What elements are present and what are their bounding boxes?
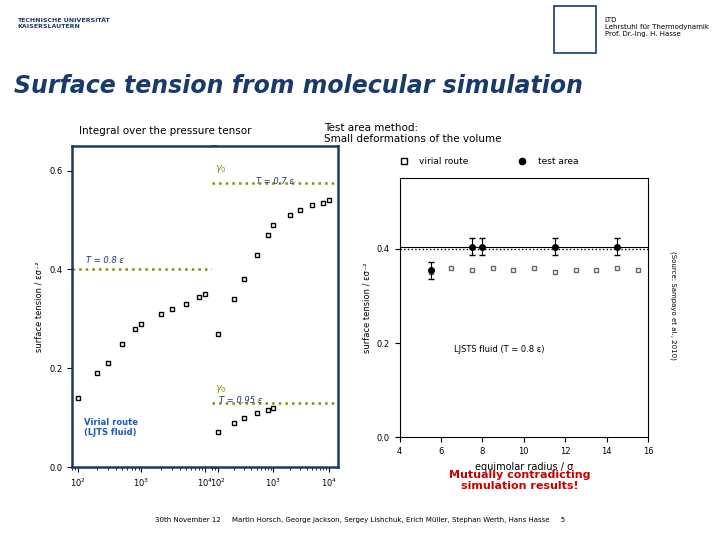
Text: $\gamma_0$: $\gamma_0$ — [215, 164, 227, 176]
Text: $\gamma_0$: $\gamma_0$ — [217, 264, 229, 275]
Text: LJSTS fluid (T = 0.8 ε): LJSTS fluid (T = 0.8 ε) — [454, 345, 545, 354]
Text: T = 0.8 ε: T = 0.8 ε — [86, 256, 125, 265]
Text: Virial route
(LJTS fluid): Virial route (LJTS fluid) — [84, 417, 138, 437]
Text: Test area method:
Small deformations of the volume: Test area method: Small deformations of … — [324, 123, 502, 144]
Text: T = 0.7 ε: T = 0.7 ε — [256, 177, 294, 186]
Text: Integral over the pressure tensor: Integral over the pressure tensor — [79, 126, 252, 136]
Text: T = 0.95 ε: T = 0.95 ε — [219, 396, 262, 405]
Text: 30th November 12     Martin Horsch, George Jackson, Sergey Lishchuk, Erich Mülle: 30th November 12 Martin Horsch, George J… — [155, 517, 565, 523]
Y-axis label: surface tension / εσ⁻²: surface tension / εσ⁻² — [35, 261, 43, 352]
Text: virial route: virial route — [419, 157, 469, 166]
X-axis label: equimolar radius / σ: equimolar radius / σ — [474, 462, 573, 471]
Text: LTD
Lehrstuhl für Thermodynamik
Prof. Dr.-Ing. H. Hasse: LTD Lehrstuhl für Thermodynamik Prof. Dr… — [605, 17, 708, 37]
Text: (Source: Sampayo et al., 2010): (Source: Sampayo et al., 2010) — [670, 251, 677, 360]
Text: Mutually contradicting
simulation results!: Mutually contradicting simulation result… — [449, 470, 591, 491]
Text: test area: test area — [538, 157, 578, 166]
Text: Surface tension from molecular simulation: Surface tension from molecular simulatio… — [14, 75, 583, 98]
Text: TECHNISCHE UNIVERSITÄT
KAISERSLAUTERN: TECHNISCHE UNIVERSITÄT KAISERSLAUTERN — [17, 18, 110, 29]
Y-axis label: surface tension / εσ⁻²: surface tension / εσ⁻² — [362, 262, 372, 353]
Text: $\gamma_0$: $\gamma_0$ — [215, 383, 227, 395]
